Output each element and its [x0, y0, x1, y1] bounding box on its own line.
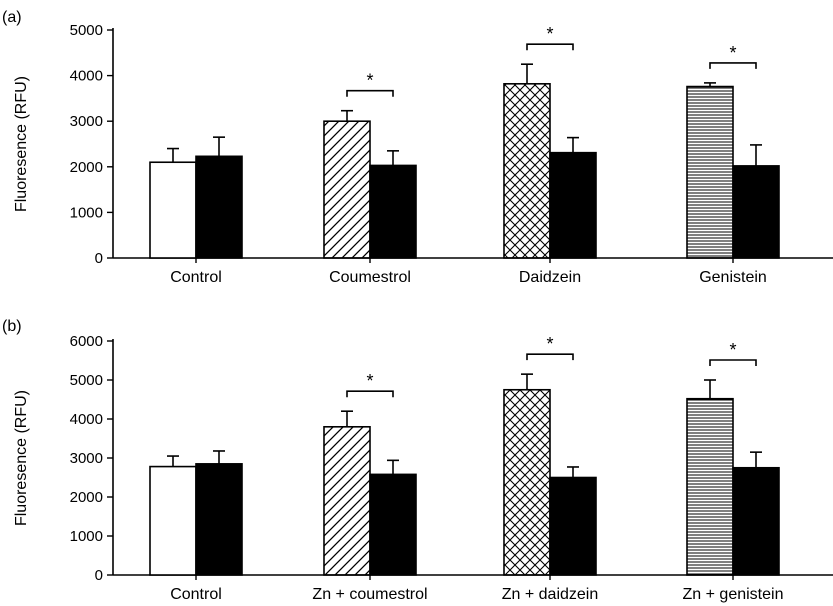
y-tick-label: 5000 — [70, 22, 103, 39]
bar-solid — [195, 155, 243, 259]
bar-solid — [369, 164, 417, 259]
significance-star: * — [366, 371, 373, 391]
y-axis-title: Fluoresence (RFU) — [13, 390, 30, 526]
x-category-label: Zn + genistein — [683, 586, 784, 603]
chart-panel-1: (a) Fluoresence (RFU) 0 1000 2000 3000 4000 500… — [2, 9, 833, 286]
significance-star: * — [729, 43, 736, 63]
bar-patterned — [323, 120, 371, 259]
y-tick-label: 6000 — [70, 333, 103, 350]
x-category-label: Coumestrol — [329, 269, 411, 286]
bar-patterned — [503, 388, 551, 576]
significance-bracket — [526, 353, 574, 361]
bar-patterned — [323, 425, 371, 576]
significance-star: * — [546, 334, 553, 354]
bar-solid — [549, 151, 597, 259]
panel-label: (a) — [2, 9, 22, 26]
bar-patterned — [503, 83, 551, 259]
bar-solid — [732, 165, 780, 259]
x-category-label: Genistein — [699, 269, 767, 286]
y-tick-label: 0 — [95, 567, 103, 584]
significance-bracket — [346, 89, 394, 97]
bar-solid — [195, 463, 243, 576]
significance-bracket — [526, 43, 574, 51]
y-tick-label: 3000 — [70, 450, 103, 467]
y-tick-label: 3000 — [70, 113, 103, 130]
bar-solid — [369, 473, 417, 576]
x-category-label: Zn + coumestrol — [312, 586, 427, 603]
chart-panel-2: (b) Fluoresence (RFU) 0 1000 2000 3000 4000 500… — [2, 318, 833, 603]
significance-star: * — [729, 340, 736, 360]
x-category-label: Control — [170, 586, 222, 603]
y-tick-label: 1000 — [70, 204, 103, 221]
y-tick-label: 4000 — [70, 411, 103, 428]
y-tick-label: 5000 — [70, 372, 103, 389]
y-axis-title: Fluoresence (RFU) — [13, 76, 30, 212]
x-category-label: Control — [170, 269, 222, 286]
significance-bracket — [709, 62, 757, 69]
bar-patterned — [686, 85, 734, 259]
significance-star: * — [366, 71, 373, 91]
bar-patterned — [149, 465, 197, 576]
bar-patterned — [686, 397, 734, 576]
panel-label: (b) — [2, 318, 22, 335]
x-category-label: Daidzein — [519, 269, 581, 286]
y-tick-label: 1000 — [70, 528, 103, 545]
significance-bracket — [346, 390, 394, 398]
significance-star: * — [546, 24, 553, 44]
bar-patterned — [149, 161, 197, 259]
bar-solid — [732, 466, 780, 576]
y-tick-label: 4000 — [70, 68, 103, 85]
x-category-label: Zn + daidzein — [502, 586, 599, 603]
significance-bracket — [709, 359, 757, 366]
y-tick-label: 2000 — [70, 159, 103, 176]
y-tick-label: 2000 — [70, 489, 103, 506]
y-tick-label: 0 — [95, 250, 103, 267]
bar-solid — [549, 476, 597, 576]
